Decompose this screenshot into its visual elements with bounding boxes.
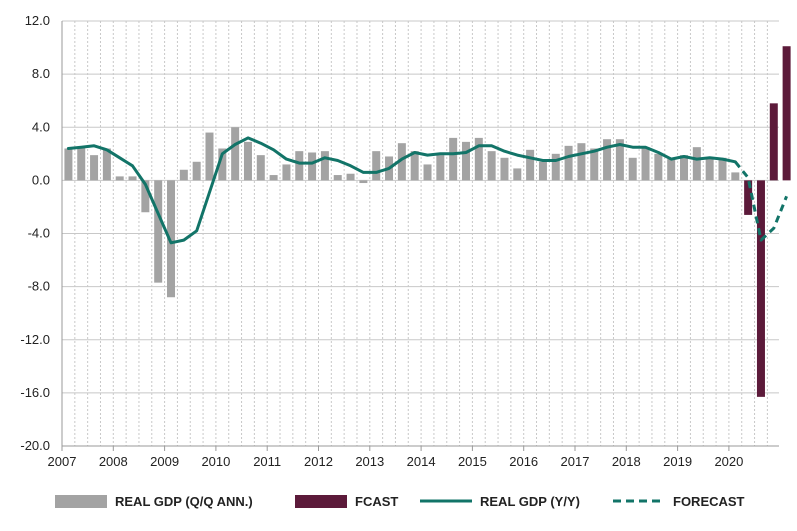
lines bbox=[66, 136, 788, 245]
forecast-line bbox=[734, 160, 788, 242]
gdp-qq-bar bbox=[628, 157, 637, 181]
gdp-qq-bar bbox=[320, 151, 329, 181]
fcast-bar bbox=[756, 180, 765, 397]
y-tick-label: -4.0 bbox=[28, 226, 50, 241]
fcast-bar bbox=[769, 103, 778, 181]
fcast-bar bbox=[744, 180, 753, 215]
gdp-qq-bar bbox=[590, 148, 599, 181]
gdp-qq-bar bbox=[423, 164, 432, 181]
legend-label: REAL GDP (Y/Y) bbox=[480, 494, 580, 509]
x-tick-labels: 2007 2008 2009 2010 2011 2012 2013 2014 2015 2016… bbox=[48, 454, 744, 469]
gdp-qq-bar bbox=[359, 180, 368, 184]
gdp-qq-bar bbox=[205, 132, 214, 181]
gdp-qq-bar bbox=[346, 173, 355, 181]
legend-label: FORECAST bbox=[673, 494, 745, 509]
gdp-qq-bar bbox=[449, 137, 458, 181]
x-tick-label: 2014 bbox=[407, 454, 436, 469]
gdp-qq-bar bbox=[167, 180, 176, 298]
legend-label: FCAST bbox=[355, 494, 398, 509]
gdp-qq-bar bbox=[410, 151, 419, 181]
y-tick-label: -20.0 bbox=[20, 438, 50, 453]
y-tick-label: -12.0 bbox=[20, 332, 50, 347]
y-tick-labels: 12.0 8.0 4.0 0.0 -4.0 -8.0 -12.0 -16.0 -20.0 bbox=[20, 13, 50, 453]
gdp-qq-bar bbox=[526, 149, 535, 181]
x-tick-label: 2017 bbox=[561, 454, 590, 469]
x-tick-label: 2016 bbox=[509, 454, 538, 469]
gdp-qq-bar bbox=[500, 157, 509, 181]
gdp-qq-bar bbox=[141, 180, 150, 213]
gdp-qq-bar bbox=[128, 176, 137, 181]
gdp-qq-bar bbox=[218, 148, 227, 181]
gdp-qq-bar bbox=[692, 147, 701, 181]
gdp-qq-bar bbox=[603, 139, 612, 181]
legend: REAL GDP (Q/Q ANN.) FCAST REAL GDP (Y/Y) FO… bbox=[55, 494, 745, 509]
gdp-qq-bar bbox=[667, 159, 676, 181]
grid-lines bbox=[62, 20, 779, 447]
x-tick-label: 2013 bbox=[355, 454, 384, 469]
legend-swatch bbox=[55, 495, 107, 508]
legend-label: REAL GDP (Q/Q ANN.) bbox=[115, 494, 253, 509]
gdp-qq-bar bbox=[705, 159, 714, 181]
gdp-qq-bar bbox=[564, 145, 573, 181]
x-tick-label: 2007 bbox=[48, 454, 77, 469]
legend-item: FCAST bbox=[295, 494, 398, 509]
gdp-yy-line bbox=[66, 136, 737, 245]
gdp-qq-bar bbox=[397, 143, 406, 181]
gdp-qq-bar bbox=[680, 155, 689, 181]
fcast-bar bbox=[782, 46, 791, 181]
gdp-qq-bar bbox=[102, 148, 111, 181]
gdp-qq-bar bbox=[243, 141, 252, 181]
gdp-qq-bar bbox=[179, 169, 188, 181]
gdp-qq-bar bbox=[90, 155, 99, 181]
gdp-qq-bar bbox=[333, 175, 342, 181]
gdp-qq-bar bbox=[474, 137, 483, 181]
y-tick-label: 8.0 bbox=[32, 66, 50, 81]
gdp-qq-bar bbox=[718, 157, 727, 181]
y-tick-label: 4.0 bbox=[32, 119, 50, 134]
gdp-qq-bar bbox=[731, 172, 740, 181]
gdp-qq-bar bbox=[256, 155, 265, 181]
y-tick-label: 12.0 bbox=[25, 13, 50, 28]
y-tick-label: 0.0 bbox=[32, 172, 50, 187]
gdp-qq-bar bbox=[115, 176, 124, 181]
x-tick-label: 2008 bbox=[99, 454, 128, 469]
gdp-qq-bar bbox=[461, 141, 470, 181]
gdp-qq-bar bbox=[538, 161, 547, 181]
legend-item: REAL GDP (Y/Y) bbox=[420, 494, 580, 509]
gdp-qq-bar bbox=[295, 151, 304, 181]
bars bbox=[64, 46, 791, 397]
gdp-qq-bar bbox=[577, 143, 586, 181]
gdp-qq-bar bbox=[487, 151, 496, 181]
legend-item: FORECAST bbox=[613, 494, 745, 509]
x-tick-label: 2011 bbox=[253, 454, 281, 469]
gdp-qq-bar bbox=[77, 147, 86, 181]
x-tick-label: 2020 bbox=[714, 454, 743, 469]
gdp-qq-bar bbox=[308, 152, 317, 181]
gdp-qq-bar bbox=[64, 148, 73, 181]
gdp-qq-bar bbox=[654, 153, 663, 181]
y-tick-label: -16.0 bbox=[20, 385, 50, 400]
gdp-qq-bar bbox=[436, 155, 445, 181]
x-tick-label: 2015 bbox=[458, 454, 487, 469]
gdp-qq-bar bbox=[231, 127, 240, 181]
y-tick-label: -8.0 bbox=[28, 279, 50, 294]
legend-swatch bbox=[295, 495, 347, 508]
gdp-qq-bar bbox=[154, 180, 163, 283]
x-tick-label: 2010 bbox=[201, 454, 230, 469]
gdp-qq-bar bbox=[513, 168, 522, 181]
axes bbox=[61, 21, 779, 451]
x-tick-label: 2019 bbox=[663, 454, 692, 469]
gdp-qq-bar bbox=[269, 175, 278, 181]
gdp-qq-bar bbox=[615, 139, 624, 181]
x-tick-label: 2009 bbox=[150, 454, 179, 469]
legend-item: REAL GDP (Q/Q ANN.) bbox=[55, 494, 253, 509]
gdp-qq-bar bbox=[282, 164, 291, 181]
gdp-qq-bar bbox=[551, 153, 560, 181]
gdp-qq-bar bbox=[372, 151, 381, 181]
gdp-qq-bar bbox=[192, 161, 201, 181]
x-tick-label: 2018 bbox=[612, 454, 641, 469]
gdp-qq-bar bbox=[641, 147, 650, 181]
x-tick-label: 2012 bbox=[304, 454, 333, 469]
